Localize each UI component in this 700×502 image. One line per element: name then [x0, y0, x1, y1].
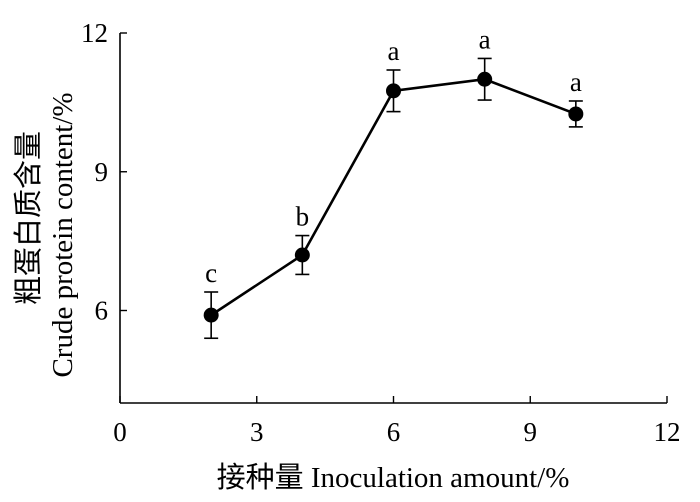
- significance-label: a: [388, 36, 400, 66]
- data-point: [477, 71, 493, 87]
- series-layer: [203, 57, 584, 340]
- y-axis-title-english-group: Crude protein content/%: [47, 92, 79, 377]
- data-point: [386, 83, 401, 99]
- y-axis-title-english: Crude protein content/%: [47, 92, 79, 377]
- significance-label: c: [205, 258, 217, 288]
- x-tick-label: 12: [654, 417, 681, 447]
- y-tick-label: 6: [95, 296, 109, 326]
- x-axis-ticks: 0 3 6 9 12: [113, 396, 681, 447]
- y-axis-title-chinese: 粗蛋白质含量: [12, 131, 45, 305]
- x-tick-label: 0: [113, 417, 127, 447]
- significance-label: a: [479, 24, 491, 54]
- significance-label: b: [296, 202, 310, 232]
- series-line: [210, 77, 577, 317]
- significance-labels: c b a a a: [205, 24, 582, 288]
- x-tick-label: 6: [387, 417, 401, 447]
- data-point: [568, 106, 584, 122]
- x-tick-label: 9: [524, 417, 538, 447]
- data-point: [294, 247, 310, 263]
- y-axis-title-group: 粗蛋白质含量: [12, 131, 45, 305]
- x-tick-label: 3: [250, 417, 264, 447]
- data-point: [203, 307, 219, 323]
- y-axis-ticks: 6 9 12: [81, 18, 127, 326]
- x-axis-title: 接种量 Inoculation amount/%: [217, 461, 570, 494]
- y-tick-label: 9: [95, 157, 109, 187]
- y-tick-label: 12: [81, 18, 108, 48]
- significance-label: a: [570, 67, 582, 97]
